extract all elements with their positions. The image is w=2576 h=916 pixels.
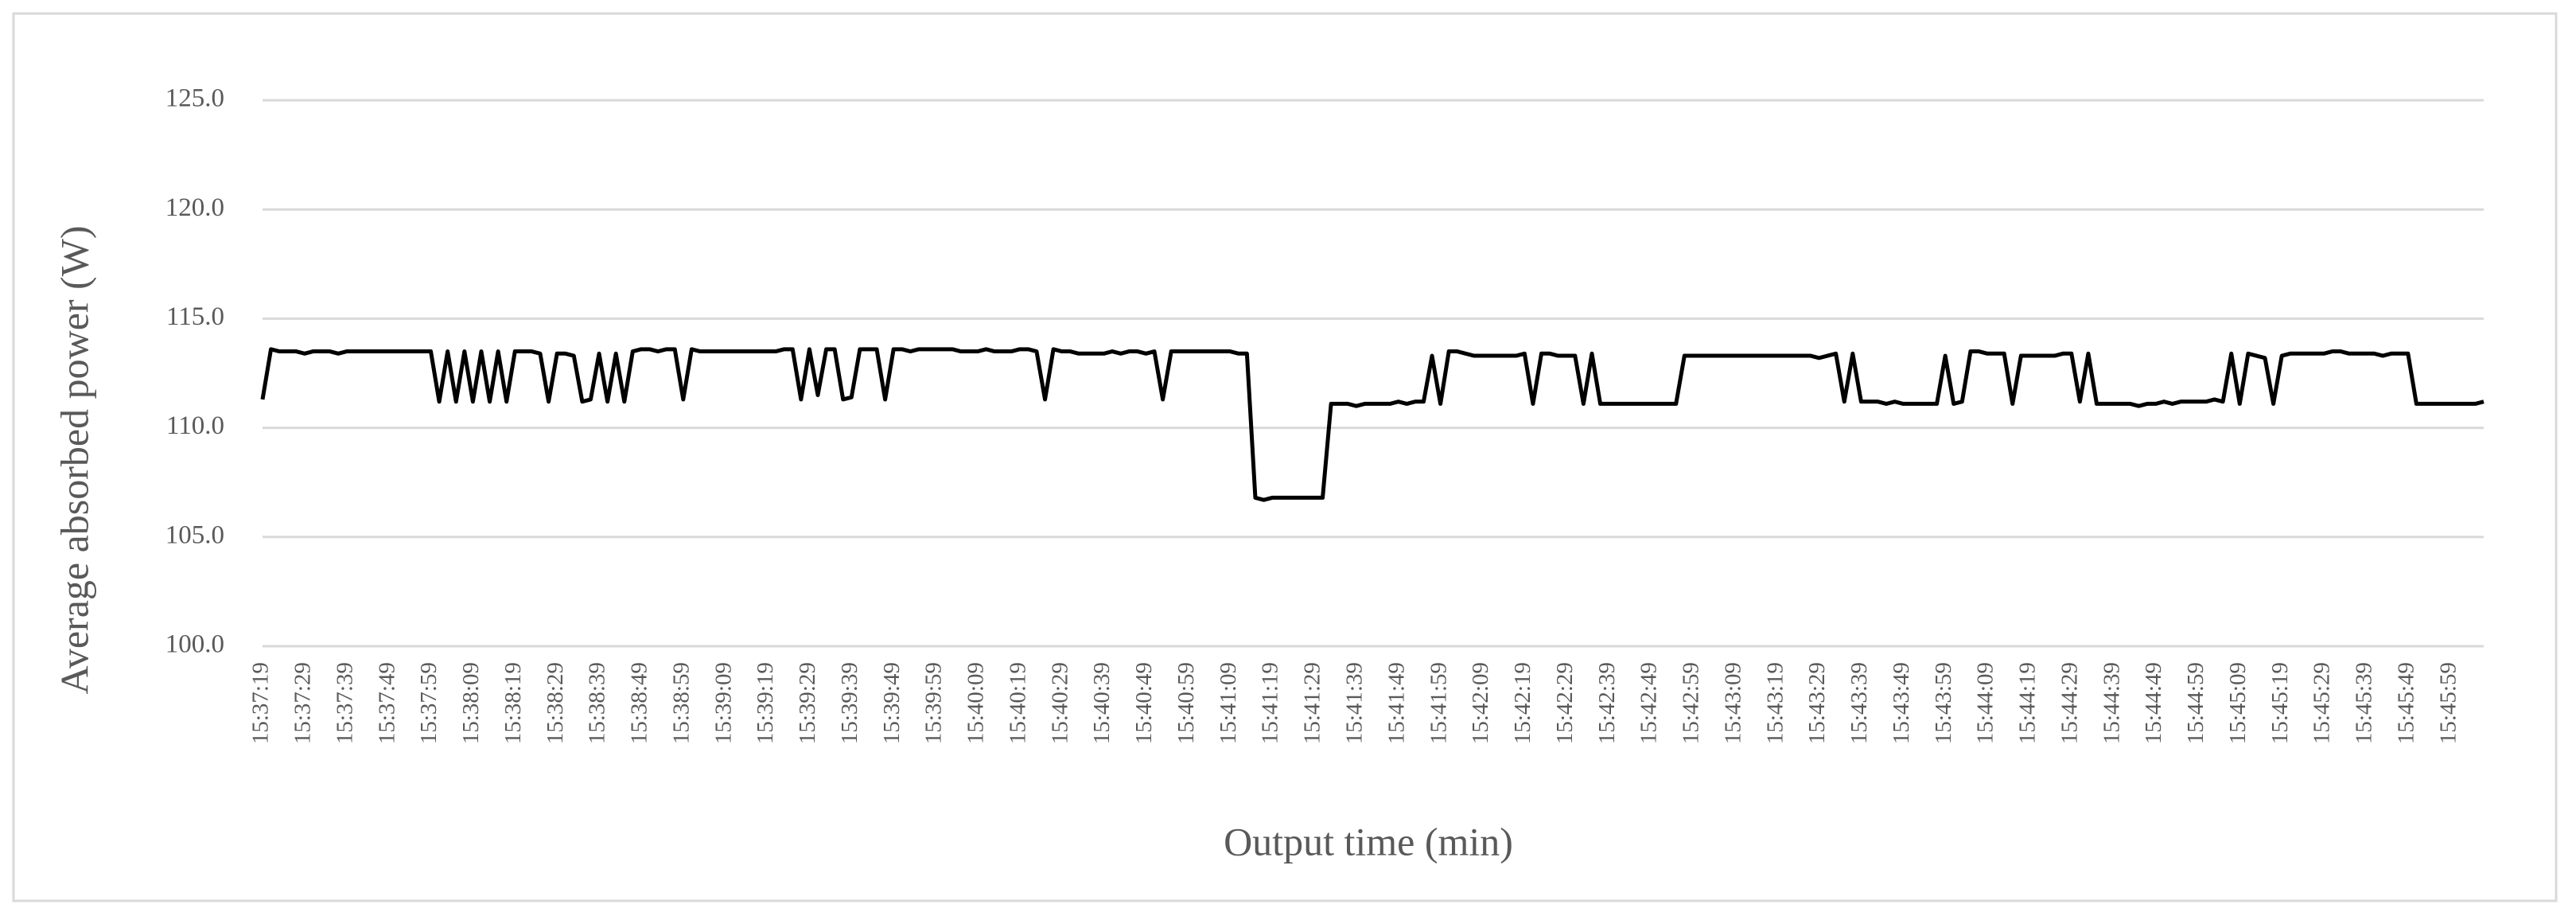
x-tick-label: 15:44:39 (2099, 662, 2124, 744)
x-tick-label: 15:45:39 (2352, 662, 2377, 744)
x-tick-label: 15:44:59 (2183, 662, 2208, 744)
x-tick-label: 15:41:29 (1300, 662, 1325, 744)
x-tick-label: 15:43:39 (1846, 662, 1872, 744)
chart-frame (12, 12, 2558, 902)
x-tick-label: 15:37:19 (248, 662, 274, 744)
x-tick-label: 15:45:29 (2309, 662, 2335, 744)
x-tick-label: 15:44:09 (1973, 662, 1998, 744)
x-tick-label: 15:41:49 (1383, 662, 1409, 744)
x-tick-label: 15:37:59 (416, 662, 442, 744)
x-tick-label: 15:40:19 (1005, 662, 1030, 744)
x-tick-label: 15:40:59 (1173, 662, 1199, 744)
x-tick-label: 15:44:19 (2015, 662, 2041, 744)
x-tick-label: 15:45:19 (2267, 662, 2293, 744)
y-tick-label: 105.0 (165, 520, 224, 549)
x-tick-label: 15:38:29 (543, 662, 568, 744)
y-tick-label: 120.0 (165, 193, 224, 222)
x-tick-label: 15:39:19 (753, 662, 778, 744)
y-tick-label: 115.0 (166, 302, 224, 331)
x-tick-label: 15:39:09 (710, 662, 736, 744)
data-line (260, 347, 2485, 502)
x-tick-label: 15:45:09 (2225, 662, 2251, 744)
x-tick-label: 15:43:19 (1762, 662, 1788, 744)
x-tick-label: 15:38:49 (627, 662, 652, 744)
x-tick-label: 15:39:49 (879, 662, 905, 744)
x-tick-label: 15:45:59 (2435, 662, 2461, 744)
x-tick-label: 15:38:19 (500, 662, 526, 744)
x-tick-label: 15:42:09 (1468, 662, 1493, 744)
y-tick-label: 100.0 (165, 630, 224, 659)
x-tick-label: 15:43:29 (1804, 662, 1830, 744)
x-tick-label: 15:42:39 (1594, 662, 1620, 744)
x-tick-label: 15:39:29 (795, 662, 820, 744)
x-tick-label: 15:39:59 (921, 662, 947, 744)
x-tick-label: 15:40:29 (1047, 662, 1072, 744)
x-tick-label: 15:42:29 (1552, 662, 1578, 744)
x-tick-label: 15:42:59 (1679, 662, 1704, 744)
x-tick-label: 15:41:59 (1426, 662, 1451, 744)
x-tick-label: 15:39:39 (837, 662, 862, 744)
x-tick-label: 15:43:49 (1889, 662, 1914, 744)
x-tick-label: 15:37:29 (290, 662, 316, 744)
x-tick-label: 15:45:49 (2393, 662, 2418, 744)
y-tick-label: 125.0 (165, 84, 224, 113)
x-tick-label: 15:44:29 (2057, 662, 2082, 744)
y-axis-title: Average absorbed power (W) (52, 225, 96, 694)
x-tick-label: 15:40:39 (1089, 662, 1115, 744)
y-tick-label: 110.0 (166, 411, 224, 440)
x-tick-label: 15:43:09 (1720, 662, 1745, 744)
x-axis-title: Output time (min) (1224, 819, 1513, 863)
x-tick-label: 15:42:19 (1510, 662, 1535, 744)
x-tick-label: 15:42:49 (1636, 662, 1662, 744)
x-tick-label: 15:38:09 (458, 662, 484, 744)
x-tick-label: 15:41:19 (1258, 662, 1283, 744)
x-tick-label: 15:37:39 (332, 662, 357, 744)
x-tick-label: 15:41:09 (1216, 662, 1241, 744)
x-tick-label: 15:40:49 (1131, 662, 1157, 744)
x-tick-label: 15:38:39 (585, 662, 610, 744)
x-tick-label: 15:41:39 (1342, 662, 1368, 744)
x-tick-label: 15:40:09 (963, 662, 989, 744)
x-tick-label: 15:43:59 (1931, 662, 1956, 744)
x-tick-label: 15:44:49 (2141, 662, 2166, 744)
x-tick-label: 15:38:59 (668, 662, 694, 744)
x-tick-label: 15:37:49 (374, 662, 399, 744)
